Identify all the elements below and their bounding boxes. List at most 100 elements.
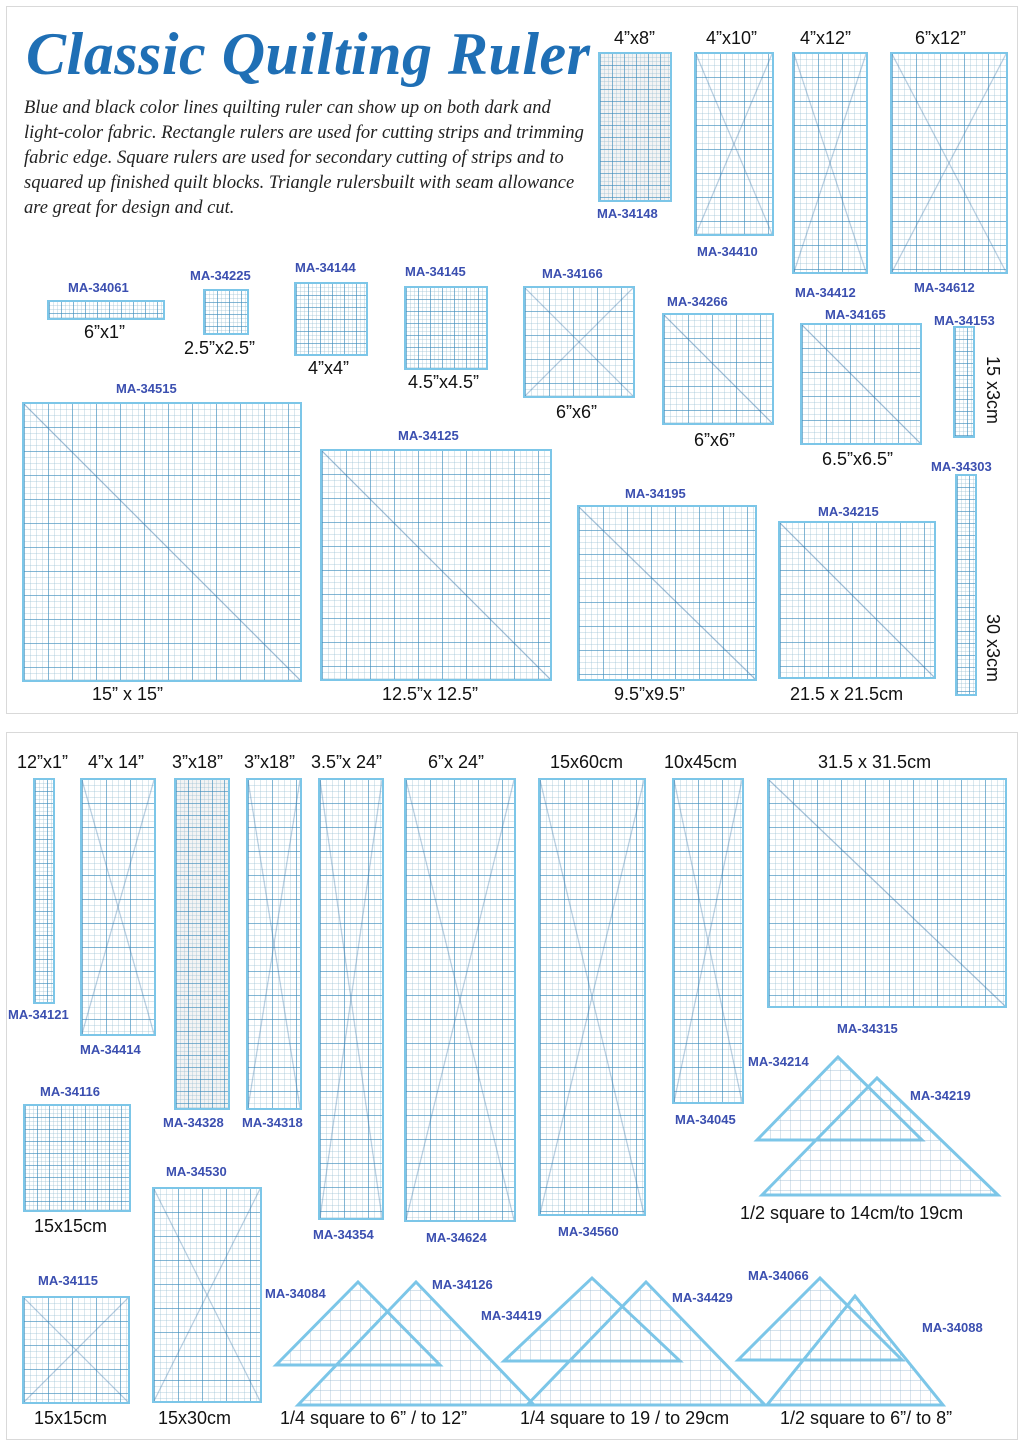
code-34315: MA-34315 bbox=[837, 1021, 898, 1036]
code-34125: MA-34125 bbox=[398, 428, 459, 443]
ruler-34153 bbox=[953, 326, 975, 438]
code-34219: MA-34219 bbox=[910, 1088, 971, 1103]
triangle-34126 bbox=[294, 1279, 538, 1407]
ruler-34195 bbox=[577, 505, 757, 681]
size-34148: 4”x8” bbox=[614, 28, 656, 48]
ruler-34116 bbox=[23, 1104, 131, 1212]
code-34225: MA-34225 bbox=[190, 268, 251, 283]
code-34318: MA-34318 bbox=[242, 1115, 303, 1130]
code-34144: MA-34144 bbox=[295, 260, 356, 275]
size-34166: 6”x6” bbox=[556, 402, 598, 422]
code-34116: MA-34116 bbox=[40, 1084, 100, 1099]
size-34165: 6.5”x6.5” bbox=[822, 449, 894, 469]
triangle-34429 bbox=[523, 1279, 769, 1407]
size-34115: 15x15cm bbox=[34, 1408, 108, 1428]
code-34429: MA-34429 bbox=[672, 1290, 733, 1305]
ruler-34061 bbox=[47, 300, 165, 320]
label-quarter-square-in: 1/4 square to 6” / to 12” bbox=[280, 1408, 468, 1428]
ruler-34624 bbox=[404, 778, 516, 1222]
ruler-34414 bbox=[80, 778, 156, 1036]
size-34121: 12”x1” bbox=[17, 752, 69, 772]
ruler-34412 bbox=[792, 52, 868, 274]
size-34225: 2.5”x2.5” bbox=[184, 338, 256, 358]
code-34414: MA-34414 bbox=[80, 1042, 141, 1057]
code-34166: MA-34166 bbox=[542, 266, 603, 281]
ruler-34165 bbox=[800, 323, 922, 445]
size-34328: 3”x18” bbox=[172, 752, 224, 772]
code-34612: MA-34612 bbox=[914, 280, 975, 295]
triangle-34088 bbox=[763, 1293, 947, 1407]
size-34116: 15x15cm bbox=[34, 1216, 108, 1236]
ruler-34121 bbox=[33, 778, 55, 1004]
code-34121: MA-34121 bbox=[8, 1007, 69, 1022]
code-34515: MA-34515 bbox=[116, 381, 177, 396]
code-34560: MA-34560 bbox=[558, 1224, 619, 1239]
size-34515: 15” x 15” bbox=[92, 684, 164, 704]
size-34145: 4.5”x4.5” bbox=[408, 372, 480, 392]
size-34560: 15x60cm bbox=[550, 752, 624, 772]
code-34215: MA-34215 bbox=[818, 504, 879, 519]
ruler-34045 bbox=[672, 778, 744, 1104]
label-quarter-square-cm: 1/4 square to 19 / to 29cm bbox=[520, 1408, 730, 1428]
ruler-34115 bbox=[22, 1296, 130, 1404]
code-34410: MA-34410 bbox=[697, 244, 758, 259]
code-34266: MA-34266 bbox=[667, 294, 728, 309]
ruler-34612 bbox=[890, 52, 1008, 274]
code-34303: MA-34303 bbox=[931, 459, 992, 474]
code-34088: MA-34088 bbox=[922, 1320, 983, 1335]
code-34195: MA-34195 bbox=[625, 486, 686, 501]
code-34066: MA-34066 bbox=[748, 1268, 809, 1283]
ruler-34530 bbox=[152, 1187, 262, 1403]
size-34315: 31.5 x 31.5cm bbox=[818, 752, 932, 772]
code-34624: MA-34624 bbox=[426, 1230, 487, 1245]
size-34061: 6”x1” bbox=[84, 322, 126, 342]
size-34530: 15x30cm bbox=[158, 1408, 232, 1428]
ruler-34354 bbox=[318, 778, 384, 1220]
code-34153: MA-34153 bbox=[934, 313, 995, 328]
size-34624: 6”x 24” bbox=[428, 752, 485, 772]
ruler-34225 bbox=[203, 289, 249, 335]
code-34126: MA-34126 bbox=[432, 1277, 493, 1292]
page-title: Classic Quilting Ruler bbox=[26, 21, 591, 87]
code-34145: MA-34145 bbox=[405, 264, 466, 279]
ruler-34166 bbox=[523, 286, 635, 398]
label-half-square-cm: 1/2 square to 14cm/to 19cm bbox=[740, 1203, 964, 1223]
code-34084: MA-34084 bbox=[265, 1286, 326, 1301]
code-34412: MA-34412 bbox=[795, 285, 856, 300]
code-34214: MA-34214 bbox=[748, 1054, 809, 1069]
ruler-34148 bbox=[598, 52, 672, 202]
size-34410: 4”x10” bbox=[706, 28, 758, 48]
ruler-34266 bbox=[662, 313, 774, 425]
code-34148: MA-34148 bbox=[597, 206, 658, 221]
code-34115: MA-34115 bbox=[38, 1273, 98, 1288]
ruler-34125 bbox=[320, 449, 552, 681]
ruler-34144 bbox=[294, 282, 368, 356]
size-34354: 3.5”x 24” bbox=[311, 752, 383, 772]
code-34061: MA-34061 bbox=[68, 280, 129, 295]
ruler-34215 bbox=[778, 521, 936, 679]
ruler-34318 bbox=[246, 778, 302, 1110]
ruler-34145 bbox=[404, 286, 488, 370]
size-34266: 6”x6” bbox=[694, 430, 736, 450]
size-34414: 4”x 14” bbox=[88, 752, 145, 772]
code-34354: MA-34354 bbox=[313, 1227, 374, 1242]
ruler-34328 bbox=[174, 778, 230, 1110]
code-34045: MA-34045 bbox=[675, 1112, 736, 1127]
size-34412: 4”x12” bbox=[800, 28, 852, 48]
size-34612: 6”x12” bbox=[915, 28, 967, 48]
ruler-34410 bbox=[694, 52, 774, 236]
code-34165: MA-34165 bbox=[825, 307, 886, 322]
size-34195: 9.5”x9.5” bbox=[614, 684, 686, 704]
size-34144: 4”x4” bbox=[308, 358, 350, 378]
size-34318: 3”x18” bbox=[244, 752, 296, 772]
size-34215: 21.5 x 21.5cm bbox=[790, 684, 904, 704]
ruler-34315 bbox=[767, 778, 1007, 1008]
ruler-34515 bbox=[22, 402, 302, 682]
code-34419: MA-34419 bbox=[481, 1308, 542, 1323]
triangle-34219 bbox=[758, 1075, 1002, 1197]
ruler-34560 bbox=[538, 778, 646, 1216]
code-34328: MA-34328 bbox=[163, 1115, 224, 1130]
size-34045: 10x45cm bbox=[664, 752, 738, 772]
label-half-square-in: 1/2 square to 6”/ to 8” bbox=[780, 1408, 953, 1428]
